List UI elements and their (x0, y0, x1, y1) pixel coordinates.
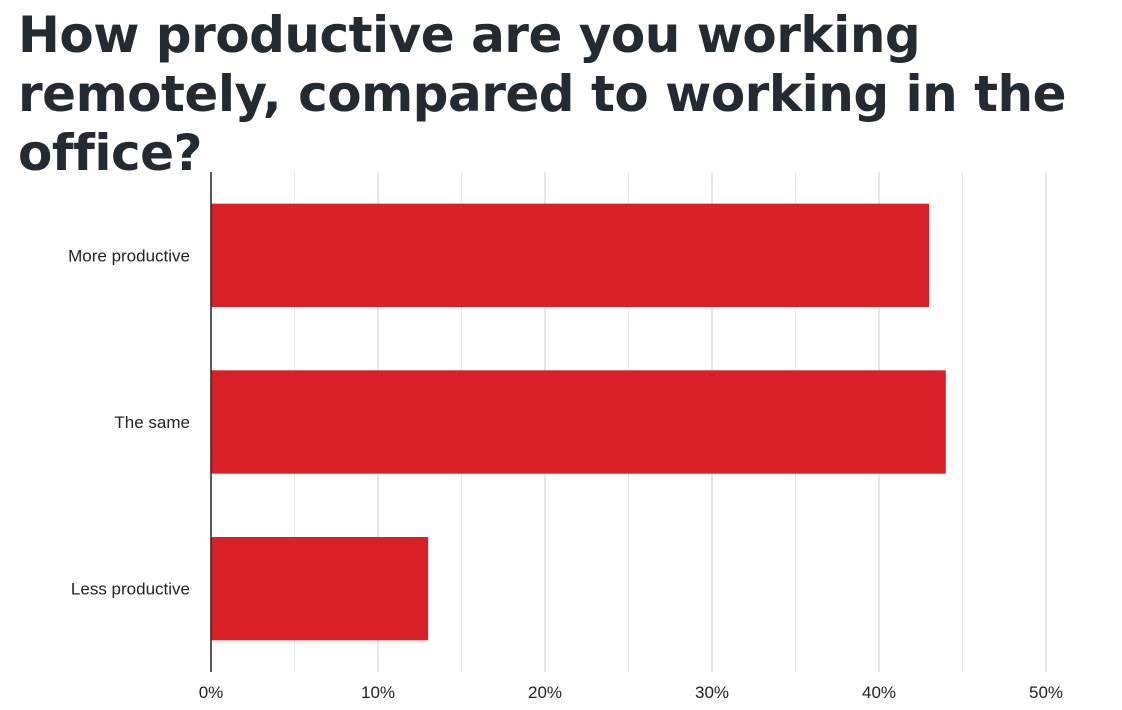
bar-less-productive (211, 537, 429, 641)
x-tick-label: 30% (695, 683, 729, 702)
category-label: The same (114, 413, 190, 432)
category-label: More productive (68, 246, 190, 265)
category-labels: More productive The same Less productive (68, 246, 190, 598)
bars (211, 203, 946, 641)
chart-title: How productive are you working remotely,… (18, 6, 1067, 182)
x-tick-label: 20% (528, 683, 562, 702)
bar-more-productive (211, 203, 930, 307)
bar-the-same (211, 370, 946, 474)
x-tick-label: 40% (862, 683, 896, 702)
category-label: Less productive (71, 580, 190, 599)
x-tick-label: 0% (199, 683, 224, 702)
x-tick-label: 50% (1029, 683, 1063, 702)
x-tick-label: 10% (361, 683, 395, 702)
x-tick-labels: 0% 10% 20% 30% 40% 50% (199, 683, 1063, 702)
